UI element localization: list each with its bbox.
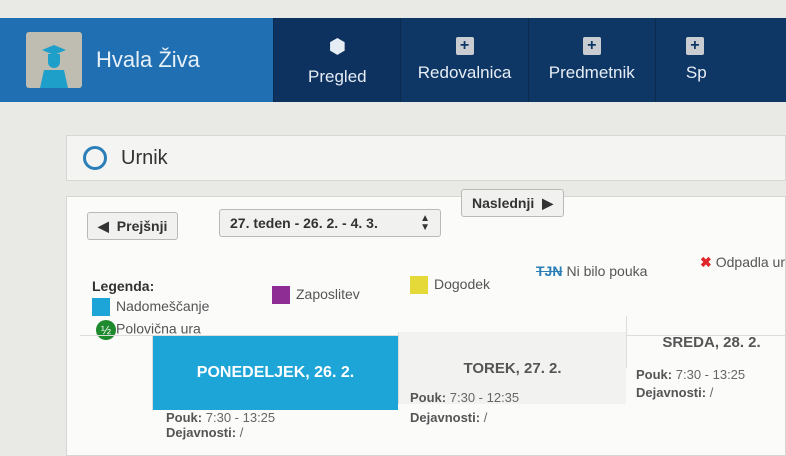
pouk-time: 7:30 - 12:35 [449, 390, 520, 405]
tab-predmetnik[interactable]: + Predmetnik [527, 18, 655, 102]
yellow-swatch [410, 276, 428, 295]
pouk-time: 7:30 - 13:25 [205, 410, 276, 425]
tab-sp[interactable]: + Sp [654, 18, 786, 102]
tjn-mark: TJN [536, 263, 563, 279]
caret-right-icon: ▶ [542, 194, 554, 211]
day-header-ponedeljek[interactable]: PONEDELJEK, 26. 2. [152, 336, 398, 410]
legend-label: Odpadla ur [715, 254, 786, 270]
legend-label: Dogodek [434, 276, 491, 292]
day-cell-ponedeljek: Pouk: 7:30 - 13:25 Dejavnosti: / [166, 410, 275, 440]
week-select[interactable]: 27. teden - 26. 2. - 4. 3. ▲ ▼ [219, 209, 441, 237]
sort-arrows-icon: ▲ ▼ [420, 213, 430, 233]
tab-label: Predmetnik [548, 63, 635, 82]
dejavnosti-value: / [483, 410, 488, 425]
cube-icon: ⬢ [328, 35, 347, 58]
avatar [26, 32, 82, 88]
plus-icon: + [582, 37, 601, 55]
x-icon: ✖ [700, 254, 712, 270]
button-label: Prejšnji [116, 218, 168, 234]
tab-label: Redovalnica [417, 63, 512, 82]
caret-left-icon: ◀ [98, 217, 109, 234]
tab-label: Sp [685, 63, 707, 82]
pouk-label: Pouk: [636, 367, 673, 382]
week-value: 27. teden - 26. 2. - 4. 3. [230, 215, 378, 231]
graduate-icon [40, 45, 68, 88]
legend-dogodek: Dogodek [410, 276, 491, 295]
prev-week-button[interactable]: ◀ Prejšnji [87, 212, 179, 240]
dejavnosti-label: Dejavnosti: [166, 425, 237, 440]
plus-icon: + [455, 37, 474, 55]
legend-label: Nadomeščanje [116, 298, 210, 314]
user-profile[interactable]: Hvala Živa [0, 18, 274, 102]
plus-icon: + [685, 37, 704, 55]
next-week-button[interactable]: Naslednji ▶ [461, 189, 565, 217]
legend-label: Zaposlitev [296, 286, 360, 302]
schedule-panel: ◀ Prejšnji 27. teden - 26. 2. - 4. 3. ▲ ▼ N… [66, 189, 786, 456]
legend-label: Polovična ura [116, 320, 201, 337]
legend-odpadla: ✖ Odpadla ur [700, 254, 785, 271]
cyan-swatch [92, 298, 110, 317]
day-header-sreda[interactable]: SREDA, 28. 2. [626, 316, 786, 368]
top-nav: Hvala Živa ⬢ Pregled + Redovalnica + Predme… [0, 18, 786, 102]
dejavnosti-label: Dejavnosti: [410, 410, 481, 425]
pouk-time: 7:30 - 13:25 [675, 367, 746, 382]
day-cell-torek: Pouk: 7:30 - 12:35 Dejavnosti: / [410, 388, 519, 428]
legend-label: Ni bilo pouka [566, 263, 648, 279]
dejavnosti-value: / [709, 385, 714, 400]
pouk-label: Pouk: [166, 410, 203, 425]
dejavnosti-value: / [239, 425, 244, 440]
legend-nadomescanje: Nadomeščanje [92, 298, 210, 317]
dejavnosti-label: Dejavnosti: [636, 385, 707, 400]
page-title: Urnik [121, 146, 168, 169]
pouk-label: Pouk: [410, 390, 447, 405]
legend-zaposlitev: Zaposlitev [272, 286, 360, 305]
purple-swatch [272, 286, 290, 305]
schedule-table: PONEDELJEK, 26. 2. TOREK, 27. 2. SREDA, … [80, 316, 786, 445]
button-label: Naslednji [472, 195, 535, 211]
legend-ni-bilo-pouka: TJN Ni bilo pouka [536, 263, 647, 279]
tab-redovalnica[interactable]: + Redovalnica [400, 18, 527, 102]
legend-title: Legenda: [92, 278, 155, 294]
user-name: Hvala Živa [96, 47, 200, 72]
page-header: Urnik [66, 135, 786, 181]
day-cell-sreda: Pouk: 7:30 - 13:25 Dejavnosti: / [636, 366, 745, 402]
tab-pregled[interactable]: ⬢ Pregled [273, 18, 401, 102]
tab-label: Pregled [308, 66, 367, 86]
day-header-torek[interactable]: TOREK, 27. 2. [398, 332, 626, 404]
clock-icon [83, 146, 107, 170]
